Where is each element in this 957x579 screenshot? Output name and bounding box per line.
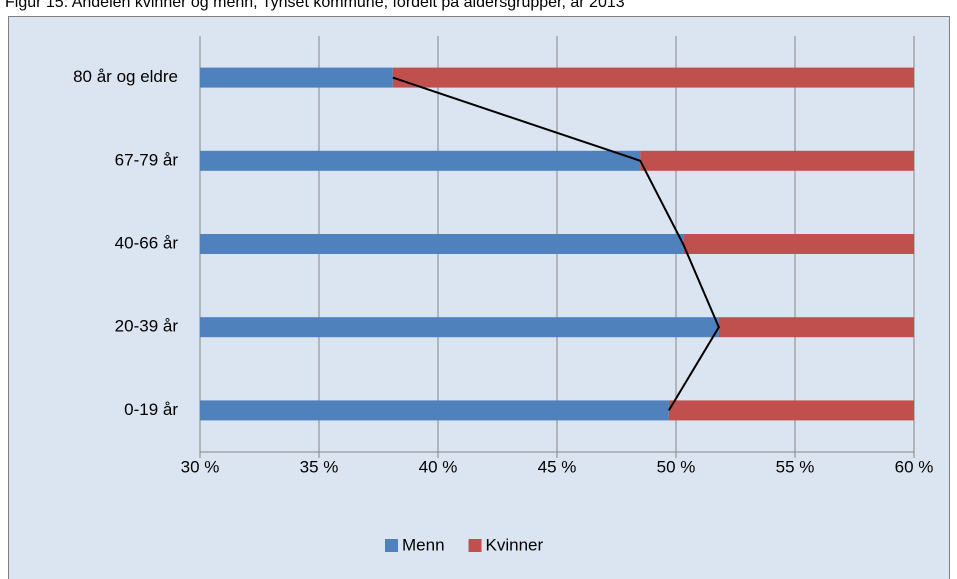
x-tick-label: 60 % (895, 457, 934, 476)
legend-label: Menn (402, 535, 445, 554)
y-tick-label: 40-66 år (115, 233, 179, 252)
x-tick-label: 35 % (300, 457, 339, 476)
bar (640, 150, 914, 171)
y-tick-label: 20-39 år (115, 317, 179, 336)
bar (718, 317, 914, 338)
x-tick-label: 55 % (776, 457, 815, 476)
bar (200, 317, 719, 338)
y-tick-label: 67-79 år (115, 150, 179, 169)
x-tick-label: 45 % (538, 457, 577, 476)
legend-swatch (385, 539, 398, 552)
bar (668, 400, 914, 421)
x-tick-label: 50 % (657, 457, 696, 476)
y-tick-label: 80 år og eldre (73, 67, 178, 86)
y-tick-label: 0-19 år (124, 400, 178, 419)
legend-swatch (468, 539, 482, 552)
x-tick-label: 30 % (181, 457, 220, 476)
bar (200, 150, 641, 171)
legend-label: Kvinner (486, 535, 544, 554)
bar (392, 67, 914, 88)
x-tick-label: 40 % (419, 457, 458, 476)
bar (200, 234, 684, 254)
boundary-line (392, 76, 720, 411)
bar (200, 400, 669, 421)
chart-frame (8, 16, 950, 579)
bar (683, 234, 914, 254)
chart-title: Figur 15: Andelen kvinner og menn, Tynse… (5, 0, 625, 11)
bar (200, 67, 393, 88)
